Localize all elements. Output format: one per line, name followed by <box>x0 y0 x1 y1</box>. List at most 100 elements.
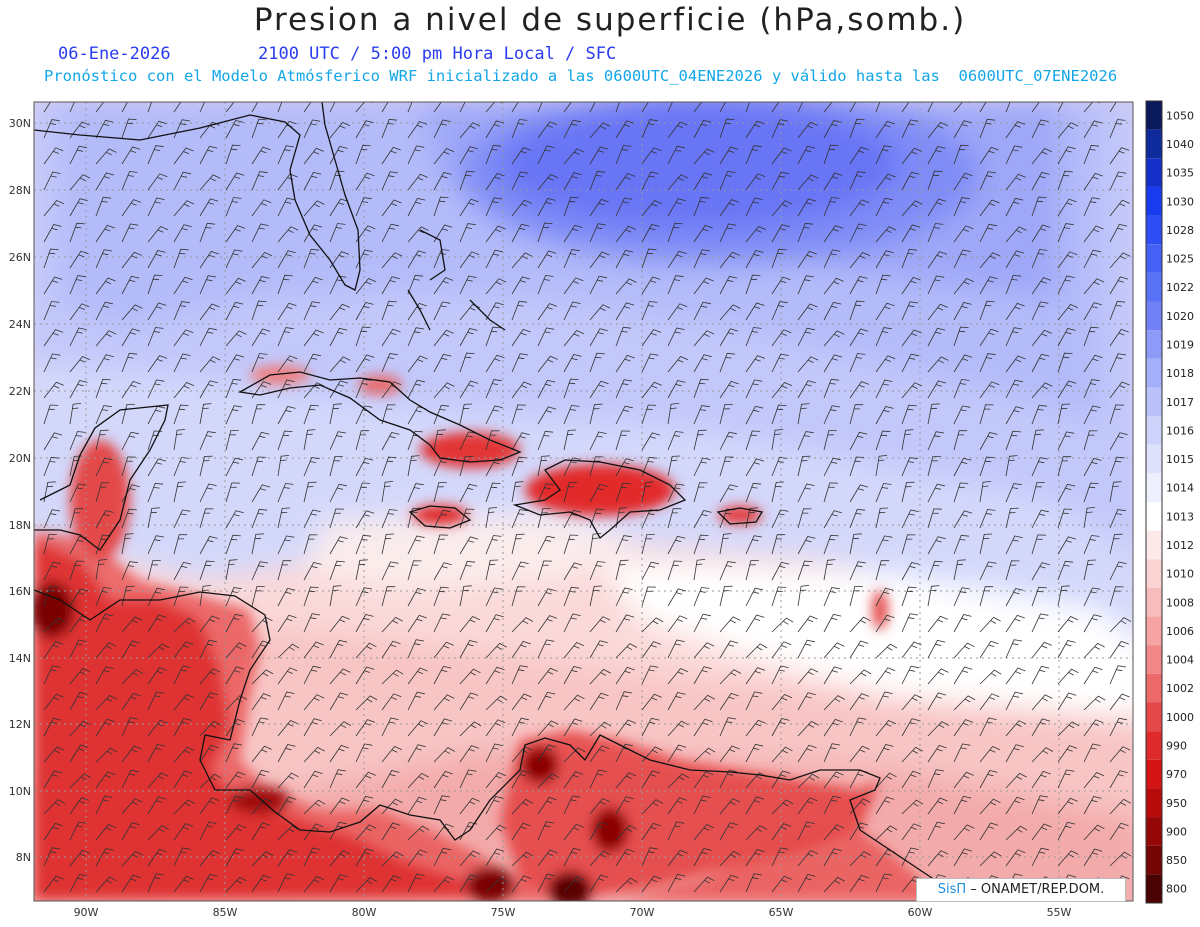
wind-barb <box>381 199 402 217</box>
forecast-date: 06-Ene-2026 <box>58 44 171 64</box>
wind-barb <box>771 641 792 659</box>
wind-barb <box>693 666 712 685</box>
colorbar-label: 950 <box>1166 797 1187 810</box>
wind-barb <box>407 614 427 633</box>
wind-barb <box>563 172 582 191</box>
wind-barb <box>277 587 296 607</box>
wind-barb <box>329 198 349 217</box>
wind-barb <box>589 380 609 399</box>
wind-barb <box>1083 302 1102 321</box>
wind-barb <box>797 303 818 321</box>
wind-barb <box>277 535 295 555</box>
wind-barb <box>927 585 940 607</box>
wind-barb <box>979 456 995 477</box>
wind-barb <box>511 770 530 789</box>
wind-barb <box>121 328 141 347</box>
wind-barb <box>927 744 947 763</box>
wind-barb <box>667 483 685 503</box>
wind-barb <box>251 533 264 555</box>
wind-barb <box>95 747 118 763</box>
lat-tick-label: 26N <box>9 251 31 264</box>
wind-barb <box>771 171 789 191</box>
wind-barb <box>719 745 740 763</box>
wind-barb <box>693 559 706 581</box>
wind-barb <box>719 118 735 139</box>
wind-barb <box>667 198 686 217</box>
wind-barb <box>225 378 242 399</box>
wind-barb <box>381 456 397 477</box>
wind-barb <box>95 848 114 867</box>
wind-barb <box>43 248 59 269</box>
wind-barb <box>1057 536 1077 555</box>
colorbar-label: 1020 <box>1166 310 1194 323</box>
wind-barb <box>1031 586 1047 607</box>
wind-barb <box>927 456 941 477</box>
wind-barb <box>745 173 766 191</box>
wind-barb <box>641 586 656 607</box>
wind-barb <box>1109 353 1127 373</box>
wind-barb <box>745 873 763 893</box>
wind-barb <box>95 613 113 633</box>
wind-barb <box>979 223 997 243</box>
wind-barb <box>329 146 348 165</box>
wind-barb <box>719 251 740 269</box>
wind-barb <box>745 430 761 451</box>
wind-barb <box>719 585 733 607</box>
wind-barb <box>407 691 425 711</box>
wind-barb <box>251 693 272 711</box>
wind-barb <box>303 248 320 269</box>
wind-barb <box>173 509 191 529</box>
wind-barb <box>1005 121 1026 139</box>
wind-barb <box>875 173 896 191</box>
wind-barb <box>459 403 473 425</box>
map-title: Presion a nivel de superficie (hPa,somb.… <box>253 2 967 38</box>
wind-barb <box>485 405 503 425</box>
wind-barb <box>745 643 768 659</box>
wind-barb <box>589 874 609 893</box>
colorbar-label: 1013 <box>1166 510 1194 523</box>
wind-barb <box>901 382 923 399</box>
wind-barb <box>407 455 420 477</box>
wind-barb <box>953 326 969 347</box>
wind-barb <box>1057 745 1078 763</box>
wind-barb <box>95 482 110 503</box>
wind-barb <box>1031 249 1048 269</box>
wind-barb <box>407 720 429 737</box>
wind-barb <box>1083 695 1106 711</box>
wind-barb <box>121 850 143 867</box>
wind-barb <box>407 102 413 113</box>
wind-barb <box>979 276 998 295</box>
wind-barb <box>953 225 974 243</box>
wind-barb <box>355 743 373 763</box>
wind-barb <box>511 693 532 711</box>
wind-barb <box>225 405 243 425</box>
colorbar-label: 1014 <box>1166 482 1194 495</box>
wind-barb <box>797 773 820 789</box>
wind-barb <box>563 301 581 321</box>
wind-barb <box>693 301 711 321</box>
wind-barb <box>199 508 214 529</box>
wind-barb <box>95 119 114 139</box>
wind-barb <box>95 224 115 243</box>
wind-barb <box>771 617 794 633</box>
wind-barb <box>485 326 501 347</box>
wind-barb <box>459 797 480 815</box>
wind-barb <box>407 796 427 815</box>
wind-barb <box>719 304 741 321</box>
wind-barb <box>823 613 842 633</box>
wind-barb <box>121 640 141 659</box>
wind-barb <box>407 825 430 841</box>
wind-barb <box>797 198 817 217</box>
wind-barb <box>95 378 111 399</box>
colorbar-label: 1018 <box>1166 367 1194 380</box>
wind-barb <box>849 381 870 399</box>
wind-barb <box>719 717 737 737</box>
wind-barb <box>355 249 373 269</box>
wind-barb <box>641 875 662 893</box>
wind-barb <box>329 668 351 685</box>
colorbar-swatch <box>1146 101 1162 130</box>
wind-barb <box>277 849 298 867</box>
wind-barb <box>1031 404 1048 425</box>
colorbar-label: 850 <box>1166 854 1187 867</box>
